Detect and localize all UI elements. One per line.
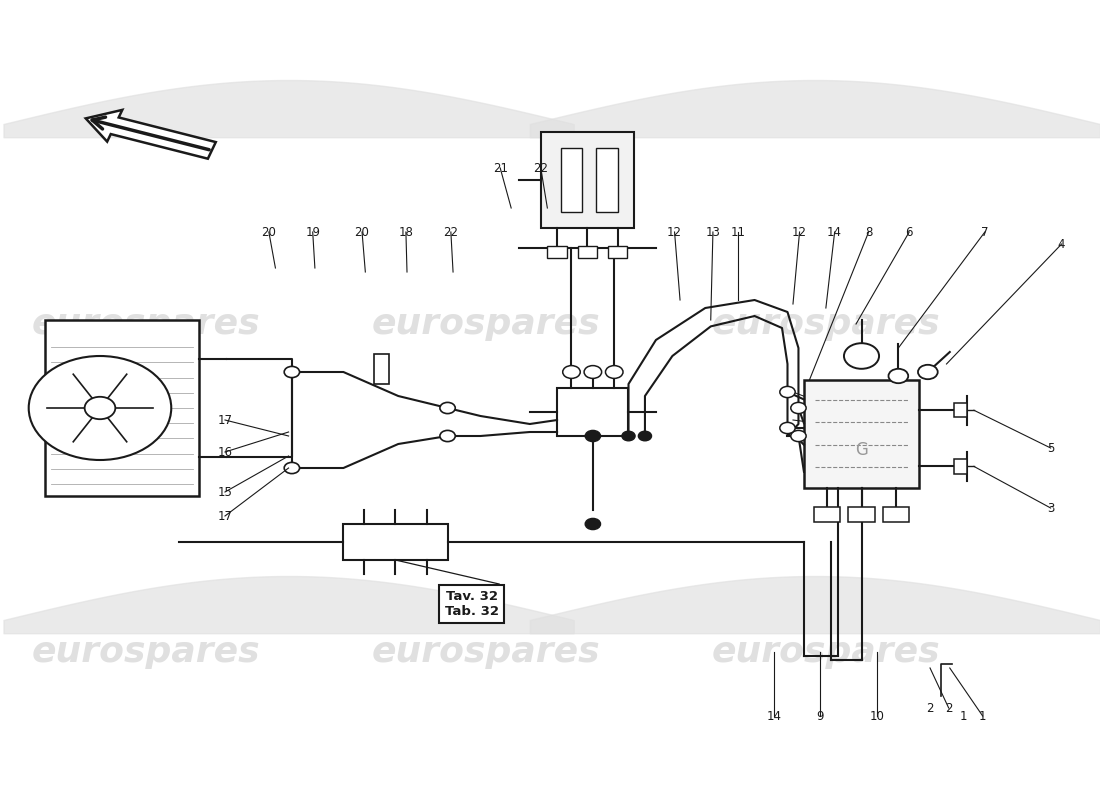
Text: 12: 12 bbox=[667, 226, 682, 238]
Circle shape bbox=[585, 518, 601, 530]
Circle shape bbox=[85, 397, 116, 419]
Bar bbox=[45, 320, 199, 496]
Text: 13: 13 bbox=[705, 226, 720, 238]
Circle shape bbox=[780, 422, 795, 434]
Text: 14: 14 bbox=[827, 226, 843, 238]
Text: eurospares: eurospares bbox=[372, 635, 601, 669]
Text: eurospares: eurospares bbox=[712, 307, 940, 341]
Bar bbox=[541, 132, 634, 228]
Text: 2: 2 bbox=[926, 702, 934, 714]
Text: 22: 22 bbox=[443, 226, 459, 238]
Text: 16: 16 bbox=[218, 446, 232, 458]
Circle shape bbox=[284, 462, 299, 474]
Text: 18: 18 bbox=[398, 226, 414, 238]
Bar bbox=[374, 354, 389, 384]
Text: 8: 8 bbox=[865, 226, 872, 238]
Text: 1: 1 bbox=[979, 710, 987, 722]
Bar bbox=[814, 507, 840, 522]
Text: 11: 11 bbox=[730, 226, 746, 238]
Text: 7: 7 bbox=[981, 226, 989, 238]
Circle shape bbox=[889, 369, 909, 383]
Text: 3: 3 bbox=[1047, 502, 1054, 514]
Circle shape bbox=[780, 386, 795, 398]
Bar bbox=[954, 403, 967, 418]
Circle shape bbox=[918, 365, 937, 379]
Circle shape bbox=[29, 356, 172, 460]
Circle shape bbox=[440, 402, 455, 414]
Bar bbox=[343, 524, 448, 560]
Text: 20: 20 bbox=[262, 226, 276, 238]
Circle shape bbox=[621, 431, 635, 441]
Text: 6: 6 bbox=[905, 226, 913, 238]
Text: 4: 4 bbox=[1058, 238, 1066, 250]
Text: 10: 10 bbox=[870, 710, 884, 722]
Circle shape bbox=[284, 366, 299, 378]
Circle shape bbox=[585, 430, 601, 442]
Text: 21: 21 bbox=[493, 162, 508, 174]
Circle shape bbox=[638, 431, 651, 441]
Text: 12: 12 bbox=[792, 226, 807, 238]
Text: 17: 17 bbox=[218, 414, 232, 426]
Text: 5: 5 bbox=[1047, 442, 1054, 454]
Bar bbox=[883, 507, 910, 522]
Text: eurospares: eurospares bbox=[32, 635, 261, 669]
Circle shape bbox=[791, 402, 806, 414]
Bar bbox=[561, 148, 582, 212]
Bar bbox=[954, 459, 967, 474]
Text: 17: 17 bbox=[218, 510, 232, 522]
Text: G: G bbox=[855, 442, 868, 459]
Circle shape bbox=[844, 343, 879, 369]
FancyArrow shape bbox=[86, 110, 216, 158]
Circle shape bbox=[440, 430, 455, 442]
Bar bbox=[558, 388, 628, 436]
Bar bbox=[548, 246, 568, 258]
Text: Tav. 32
Tab. 32: Tav. 32 Tab. 32 bbox=[444, 590, 498, 618]
Bar bbox=[607, 246, 627, 258]
Text: eurospares: eurospares bbox=[372, 307, 601, 341]
Bar bbox=[578, 246, 597, 258]
Text: 9: 9 bbox=[816, 710, 824, 722]
Text: 22: 22 bbox=[534, 162, 548, 174]
Circle shape bbox=[605, 366, 623, 378]
Text: 20: 20 bbox=[354, 226, 370, 238]
Bar bbox=[804, 380, 920, 488]
Circle shape bbox=[584, 366, 602, 378]
Circle shape bbox=[563, 366, 581, 378]
Bar bbox=[848, 507, 874, 522]
Bar bbox=[595, 148, 617, 212]
Text: 1: 1 bbox=[959, 710, 967, 722]
Text: 15: 15 bbox=[218, 486, 232, 498]
Text: eurospares: eurospares bbox=[32, 307, 261, 341]
Text: 19: 19 bbox=[305, 226, 320, 238]
Text: eurospares: eurospares bbox=[712, 635, 940, 669]
Text: 14: 14 bbox=[767, 710, 782, 722]
Circle shape bbox=[791, 430, 806, 442]
Text: 2: 2 bbox=[945, 702, 953, 714]
